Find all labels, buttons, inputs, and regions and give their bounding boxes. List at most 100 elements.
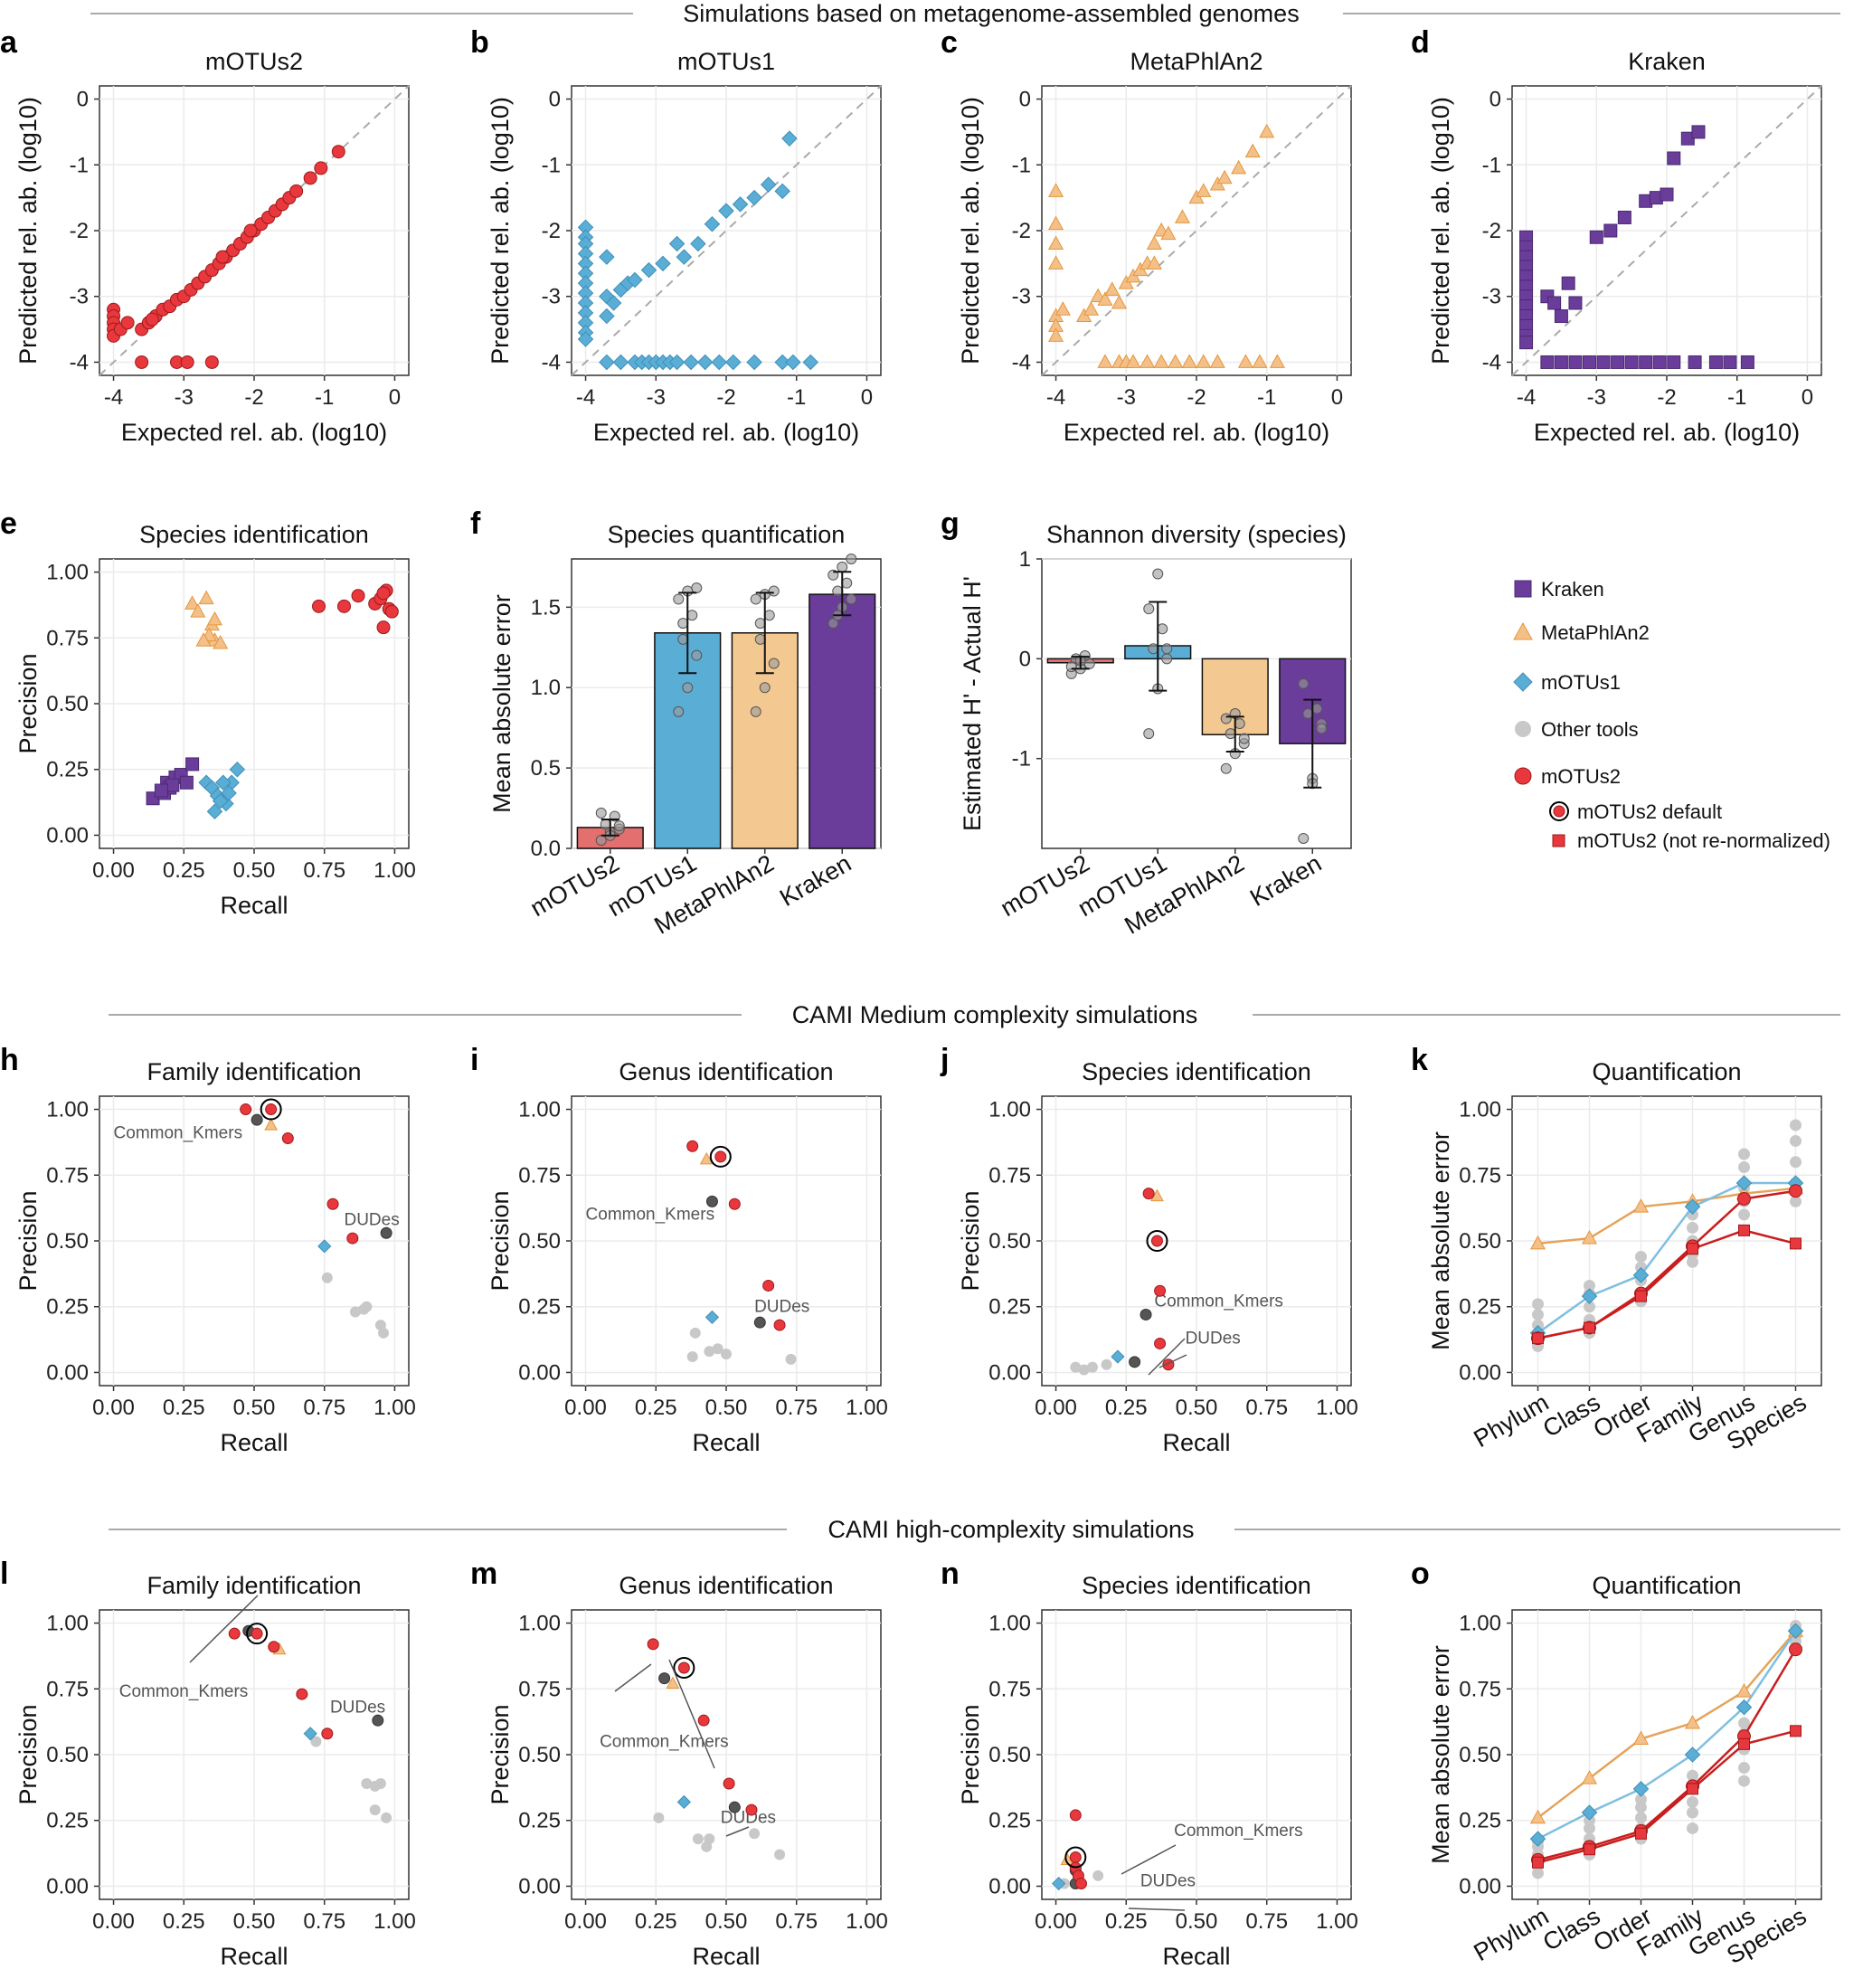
data-point (1140, 1308, 1152, 1321)
data-point (1540, 355, 1555, 369)
y-tick-label: -1 (1012, 153, 1031, 177)
data-point (145, 312, 159, 327)
data-point (120, 316, 135, 330)
annotation-label: Common_Kmers (119, 1682, 249, 1701)
data-point (1047, 183, 1064, 197)
data-point (658, 1672, 671, 1685)
y-tick-label: 0.75 (988, 1163, 1031, 1188)
legend-label-motus1: mOTUs1 (1541, 671, 1621, 694)
y-tick-label: 0.00 (1459, 1874, 1501, 1898)
jitter-point (837, 561, 848, 573)
x-tick-label: 0.25 (635, 1909, 677, 1934)
series-point (1687, 1783, 1698, 1795)
x-tick-label: 0.75 (1245, 1909, 1288, 1934)
x-tick-label: 0.25 (635, 1396, 677, 1420)
legend-label-motus2: mOTUs2 (1541, 765, 1621, 788)
data-point (749, 1828, 761, 1840)
data-point (1617, 210, 1631, 224)
panel-letter: g (941, 506, 960, 541)
data-point (732, 196, 749, 213)
x-tick-label: -3 (1117, 385, 1136, 410)
data-point (1624, 355, 1639, 369)
data-point (1154, 1337, 1167, 1349)
panel-title: Species identification (139, 521, 369, 548)
data-point (303, 1727, 317, 1741)
series-line (1537, 1187, 1796, 1245)
panel-letter: d (1411, 25, 1430, 60)
x-axis-title: Recall (220, 1429, 288, 1456)
jitter-point (750, 705, 761, 717)
series-line (1537, 1630, 1797, 1841)
data-point (599, 308, 615, 325)
x-tick-label: 1.00 (1316, 1909, 1358, 1934)
data-point (1097, 291, 1113, 306)
data-point (718, 203, 734, 219)
data-point (668, 354, 686, 371)
jitter-point (754, 633, 766, 645)
y-tick-label: 0.00 (988, 1874, 1031, 1898)
y-tick-label: -3 (542, 285, 561, 309)
y-axis-title: Predicted rel. ab. (log10) (14, 97, 42, 364)
y-tick-label: 0.75 (518, 1677, 561, 1701)
series-point (1632, 1267, 1650, 1283)
data-point (185, 757, 200, 772)
y-tick-label: 0.00 (1459, 1360, 1501, 1385)
series-line (1537, 1630, 1797, 1819)
panel-letter: i (470, 1043, 478, 1077)
y-axis-title: Precision (14, 1190, 42, 1291)
x-tick-label: -4 (576, 385, 595, 410)
y-tick-label: -1 (70, 153, 89, 177)
panel-title: Kraken (1628, 48, 1706, 75)
annotation-label: DUDes (1140, 1871, 1196, 1890)
x-tick-label: 0.25 (163, 1396, 205, 1420)
annotation-leader-line (1128, 1908, 1186, 1911)
x-tick-label: 1.00 (374, 1909, 416, 1934)
data-point (1196, 183, 1212, 197)
y-axis-title: Mean absolute error (488, 594, 515, 813)
jitter-point (691, 582, 703, 593)
data-point (605, 295, 622, 311)
data-point (627, 271, 643, 289)
annotation-label: Common_Kmers (1154, 1292, 1283, 1311)
panel-title: mOTUs1 (677, 48, 775, 75)
annotation-leader-line (725, 1826, 750, 1837)
data-point (653, 1812, 665, 1823)
data-point (745, 1803, 758, 1816)
jitter-point (1157, 623, 1168, 635)
data-point (1667, 355, 1681, 369)
jitter-point (1161, 653, 1173, 665)
y-tick-label: 0.50 (46, 692, 89, 716)
panel-title: Species identification (1082, 1058, 1311, 1085)
jitter-point (1161, 643, 1173, 655)
jitter-point (682, 682, 694, 694)
data-point (692, 1833, 704, 1845)
data-point (314, 161, 328, 175)
y-tick-label: -4 (70, 350, 89, 374)
data-point (1129, 1356, 1141, 1368)
panel-title: Family identification (147, 1058, 361, 1085)
y-axis-title: Estimated H' - Actual H' (959, 576, 986, 831)
data-point (265, 1103, 278, 1116)
y-tick-label: -2 (1482, 219, 1501, 243)
series-point (1684, 1747, 1701, 1763)
legend-marker-default (1553, 805, 1565, 818)
legend-marker-metaphlan2 (1513, 621, 1533, 640)
y-tick-label: -4 (1482, 350, 1501, 374)
data-point (336, 599, 351, 613)
x-tick-label: 0.75 (1245, 1396, 1288, 1420)
data-point (213, 635, 229, 649)
data-point (361, 1301, 373, 1312)
y-tick-label: 1.00 (46, 1098, 89, 1122)
y-tick-label: 0.25 (46, 1295, 89, 1320)
data-point (1568, 355, 1583, 369)
series-point (1532, 1332, 1544, 1345)
jitter-point (691, 649, 703, 661)
annotation-label: DUDes (330, 1698, 385, 1717)
data-point (321, 1272, 333, 1283)
panel-letter: m (470, 1557, 497, 1591)
data-point (221, 785, 237, 801)
default-ring-marker (260, 1098, 282, 1121)
